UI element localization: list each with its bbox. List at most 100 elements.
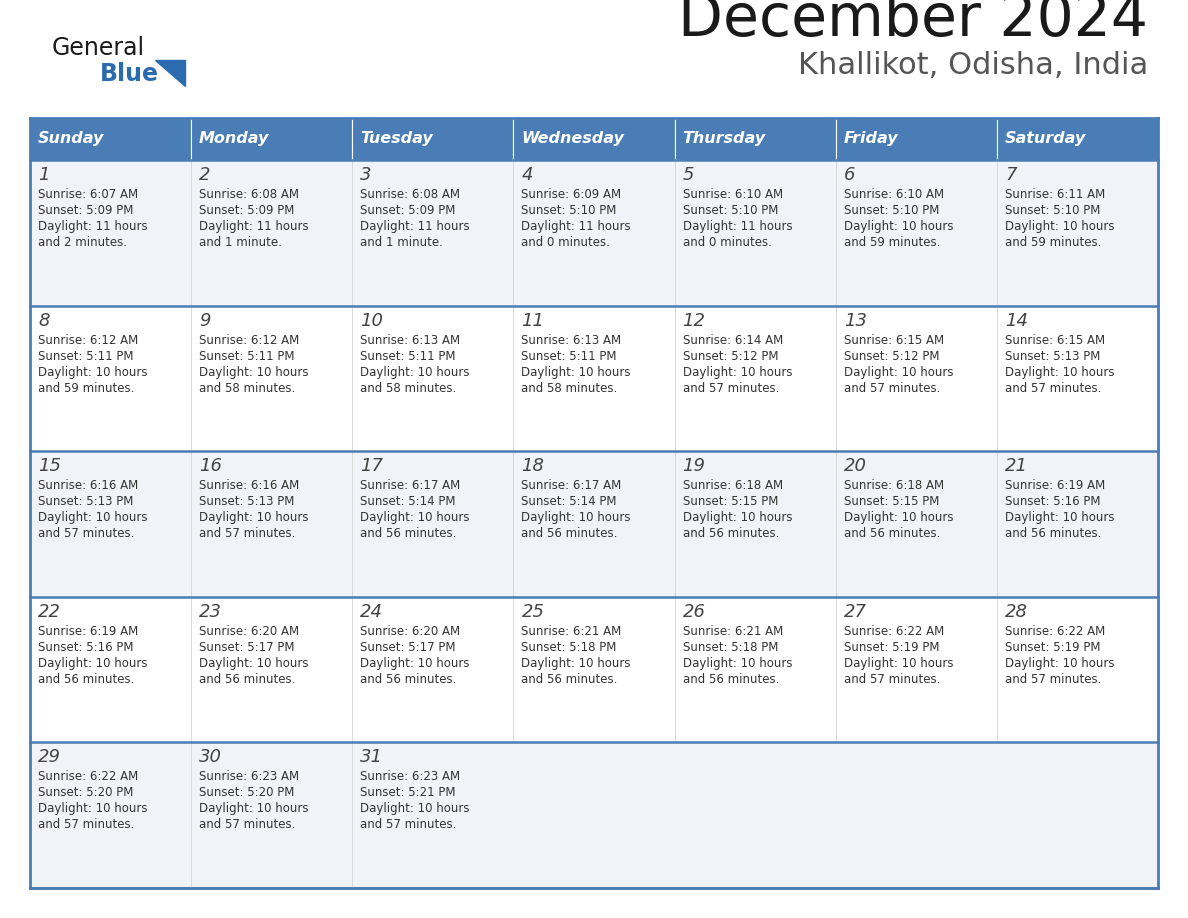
Text: General: General xyxy=(52,36,145,60)
Text: Daylight: 10 hours: Daylight: 10 hours xyxy=(360,802,469,815)
Text: and 58 minutes.: and 58 minutes. xyxy=(360,382,456,395)
Text: Daylight: 11 hours: Daylight: 11 hours xyxy=(200,220,309,233)
Text: and 56 minutes.: and 56 minutes. xyxy=(683,673,779,686)
Bar xyxy=(191,118,353,160)
Text: Sunrise: 6:07 AM: Sunrise: 6:07 AM xyxy=(38,188,138,201)
Text: and 56 minutes.: and 56 minutes. xyxy=(38,673,134,686)
Text: Sunrise: 6:23 AM: Sunrise: 6:23 AM xyxy=(360,770,461,783)
Text: Daylight: 10 hours: Daylight: 10 hours xyxy=(38,802,147,815)
Text: 19: 19 xyxy=(683,457,706,476)
Text: Daylight: 10 hours: Daylight: 10 hours xyxy=(38,656,147,670)
Text: Sunset: 5:13 PM: Sunset: 5:13 PM xyxy=(38,495,133,509)
Text: Daylight: 10 hours: Daylight: 10 hours xyxy=(200,802,309,815)
Text: 21: 21 xyxy=(1005,457,1028,476)
Text: Sunset: 5:09 PM: Sunset: 5:09 PM xyxy=(360,204,456,217)
Text: Sunset: 5:11 PM: Sunset: 5:11 PM xyxy=(360,350,456,363)
Text: Daylight: 10 hours: Daylight: 10 hours xyxy=(683,656,792,670)
Text: 30: 30 xyxy=(200,748,222,767)
Text: 9: 9 xyxy=(200,311,210,330)
Text: Sunrise: 6:21 AM: Sunrise: 6:21 AM xyxy=(683,625,783,638)
Text: 26: 26 xyxy=(683,603,706,621)
Text: Sunset: 5:13 PM: Sunset: 5:13 PM xyxy=(200,495,295,509)
Text: and 57 minutes.: and 57 minutes. xyxy=(200,819,296,832)
Text: Sunset: 5:20 PM: Sunset: 5:20 PM xyxy=(200,787,295,800)
Text: Sunset: 5:18 PM: Sunset: 5:18 PM xyxy=(522,641,617,654)
Text: 6: 6 xyxy=(843,166,855,184)
Text: Sunset: 5:11 PM: Sunset: 5:11 PM xyxy=(38,350,133,363)
Text: Daylight: 10 hours: Daylight: 10 hours xyxy=(522,656,631,670)
Text: Sunset: 5:10 PM: Sunset: 5:10 PM xyxy=(843,204,939,217)
Text: 4: 4 xyxy=(522,166,533,184)
Text: Sunset: 5:13 PM: Sunset: 5:13 PM xyxy=(1005,350,1100,363)
Text: Daylight: 10 hours: Daylight: 10 hours xyxy=(38,365,147,378)
Bar xyxy=(513,118,675,160)
Text: Sunset: 5:15 PM: Sunset: 5:15 PM xyxy=(683,495,778,509)
Text: Sunset: 5:10 PM: Sunset: 5:10 PM xyxy=(683,204,778,217)
Text: and 57 minutes.: and 57 minutes. xyxy=(38,819,134,832)
Text: Sunrise: 6:18 AM: Sunrise: 6:18 AM xyxy=(843,479,943,492)
Text: Sunrise: 6:22 AM: Sunrise: 6:22 AM xyxy=(843,625,944,638)
Text: 12: 12 xyxy=(683,311,706,330)
Bar xyxy=(30,743,1158,888)
Text: Sunset: 5:19 PM: Sunset: 5:19 PM xyxy=(1005,641,1100,654)
Bar xyxy=(30,306,1158,452)
Text: Daylight: 10 hours: Daylight: 10 hours xyxy=(1005,511,1114,524)
Text: Sunrise: 6:17 AM: Sunrise: 6:17 AM xyxy=(522,479,621,492)
Text: Daylight: 10 hours: Daylight: 10 hours xyxy=(360,511,469,524)
Text: and 57 minutes.: and 57 minutes. xyxy=(843,673,940,686)
Text: 16: 16 xyxy=(200,457,222,476)
Text: and 0 minutes.: and 0 minutes. xyxy=(683,236,771,249)
Text: Sunrise: 6:13 AM: Sunrise: 6:13 AM xyxy=(360,333,461,347)
Text: and 59 minutes.: and 59 minutes. xyxy=(843,236,940,249)
Text: and 56 minutes.: and 56 minutes. xyxy=(683,527,779,540)
Text: Daylight: 10 hours: Daylight: 10 hours xyxy=(1005,220,1114,233)
Text: Sunrise: 6:16 AM: Sunrise: 6:16 AM xyxy=(200,479,299,492)
Text: Sunset: 5:15 PM: Sunset: 5:15 PM xyxy=(843,495,939,509)
Text: Daylight: 11 hours: Daylight: 11 hours xyxy=(683,220,792,233)
Text: and 57 minutes.: and 57 minutes. xyxy=(200,527,296,540)
Text: Sunrise: 6:12 AM: Sunrise: 6:12 AM xyxy=(38,333,138,347)
Text: Sunset: 5:11 PM: Sunset: 5:11 PM xyxy=(200,350,295,363)
Text: and 0 minutes.: and 0 minutes. xyxy=(522,236,611,249)
Text: Sunrise: 6:18 AM: Sunrise: 6:18 AM xyxy=(683,479,783,492)
Text: Sunset: 5:20 PM: Sunset: 5:20 PM xyxy=(38,787,133,800)
Text: and 56 minutes.: and 56 minutes. xyxy=(843,527,940,540)
Text: and 1 minute.: and 1 minute. xyxy=(360,236,443,249)
Text: 23: 23 xyxy=(200,603,222,621)
Text: Daylight: 11 hours: Daylight: 11 hours xyxy=(522,220,631,233)
Text: Khallikot, Odisha, India: Khallikot, Odisha, India xyxy=(798,51,1148,80)
Polygon shape xyxy=(154,60,185,86)
Text: 31: 31 xyxy=(360,748,384,767)
Text: Daylight: 10 hours: Daylight: 10 hours xyxy=(200,511,309,524)
Text: 22: 22 xyxy=(38,603,61,621)
Text: Wednesday: Wednesday xyxy=(522,131,625,147)
Text: Daylight: 10 hours: Daylight: 10 hours xyxy=(683,365,792,378)
Text: and 56 minutes.: and 56 minutes. xyxy=(522,527,618,540)
Text: and 2 minutes.: and 2 minutes. xyxy=(38,236,127,249)
Text: and 56 minutes.: and 56 minutes. xyxy=(360,527,456,540)
Text: Sunset: 5:09 PM: Sunset: 5:09 PM xyxy=(38,204,133,217)
Text: 20: 20 xyxy=(843,457,867,476)
Text: Sunset: 5:10 PM: Sunset: 5:10 PM xyxy=(1005,204,1100,217)
Text: Sunset: 5:17 PM: Sunset: 5:17 PM xyxy=(200,641,295,654)
Text: Sunrise: 6:22 AM: Sunrise: 6:22 AM xyxy=(38,770,138,783)
Bar xyxy=(997,118,1158,160)
Text: Daylight: 10 hours: Daylight: 10 hours xyxy=(843,220,953,233)
Bar xyxy=(835,118,997,160)
Bar xyxy=(30,118,191,160)
Text: and 56 minutes.: and 56 minutes. xyxy=(1005,527,1101,540)
Text: Sunset: 5:10 PM: Sunset: 5:10 PM xyxy=(522,204,617,217)
Text: Sunset: 5:14 PM: Sunset: 5:14 PM xyxy=(360,495,456,509)
Text: Daylight: 10 hours: Daylight: 10 hours xyxy=(522,511,631,524)
Text: 18: 18 xyxy=(522,457,544,476)
Text: 29: 29 xyxy=(38,748,61,767)
Text: Monday: Monday xyxy=(200,131,270,147)
Text: Sunset: 5:18 PM: Sunset: 5:18 PM xyxy=(683,641,778,654)
Text: Sunrise: 6:19 AM: Sunrise: 6:19 AM xyxy=(1005,479,1105,492)
Text: Sunset: 5:17 PM: Sunset: 5:17 PM xyxy=(360,641,456,654)
Text: 28: 28 xyxy=(1005,603,1028,621)
Text: Daylight: 10 hours: Daylight: 10 hours xyxy=(38,511,147,524)
Text: Daylight: 10 hours: Daylight: 10 hours xyxy=(360,656,469,670)
Text: Daylight: 10 hours: Daylight: 10 hours xyxy=(1005,656,1114,670)
Text: 27: 27 xyxy=(843,603,867,621)
